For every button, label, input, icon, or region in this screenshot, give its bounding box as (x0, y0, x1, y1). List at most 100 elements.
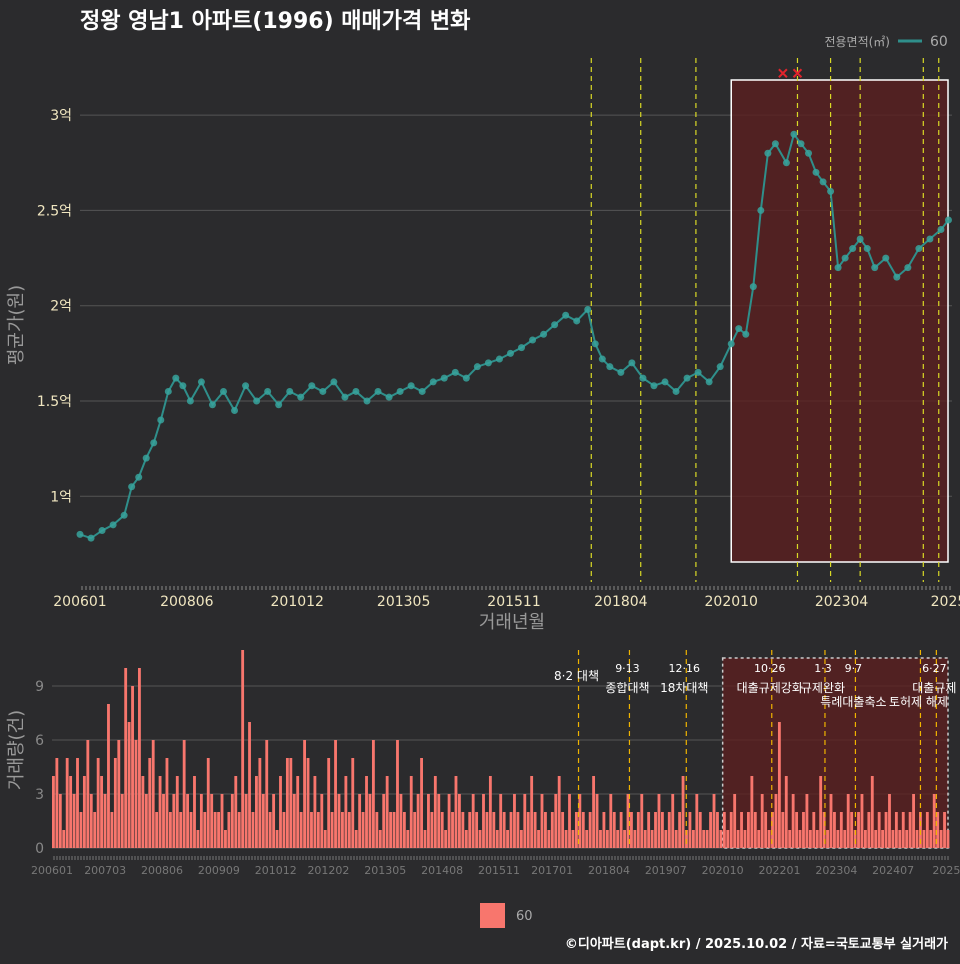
volume-bar (330, 812, 334, 848)
volume-bar (144, 794, 148, 848)
volume-bar (891, 830, 895, 848)
volume-bar (671, 794, 675, 848)
volume-bar (251, 812, 255, 848)
volume-y-axis-label: 거래량(건) (6, 710, 27, 790)
volume-bar (344, 776, 348, 848)
price-point (150, 439, 158, 447)
volume-bar (378, 830, 382, 848)
volume-bar (241, 650, 245, 848)
volume-bar (358, 794, 362, 848)
volume-bar (396, 740, 399, 848)
volume-bar (406, 830, 410, 848)
legend-label: 60 (930, 34, 948, 50)
volume-bar (341, 812, 344, 848)
price-y-tick-label: 3억 (50, 108, 72, 124)
price-point (164, 387, 172, 395)
volume-bar (826, 830, 829, 848)
price-point (639, 374, 647, 382)
volume-bar (894, 812, 898, 848)
volume-bar (237, 812, 241, 848)
max-marker-stroke (778, 68, 788, 78)
volume-x-tick-label: 201305 (364, 864, 406, 877)
volume-y-tick-label: 3 (35, 787, 44, 803)
price-point (540, 330, 548, 338)
volume-bar (399, 794, 403, 848)
volume-bar (131, 686, 134, 848)
price-point (197, 378, 205, 386)
price-point (451, 368, 459, 376)
volume-bar (922, 830, 926, 848)
volume-bar (774, 794, 778, 848)
volume-bar (162, 794, 165, 848)
volume-bar (485, 812, 489, 848)
price-chart: 1억 1.5억 2억 2.5억 3억 200601 200806 201012 201305 20… (37, 58, 960, 610)
volume-bar (698, 812, 702, 848)
price-point (742, 330, 750, 338)
volume-bar (574, 812, 578, 848)
price-point (264, 387, 272, 395)
volume-bar (389, 812, 393, 848)
volume-bar (244, 794, 248, 848)
volume-bar (550, 812, 554, 848)
volume-bar (193, 776, 196, 848)
volume-bar (141, 776, 145, 848)
price-y-tick-label: 1억 (50, 489, 72, 505)
volume-bar (564, 830, 568, 848)
legend-bar-label: 60 (516, 909, 533, 924)
volume-bar (719, 830, 723, 848)
volume-bar (678, 812, 682, 848)
volume-bar (454, 776, 458, 848)
price-x-tick-label: 201012 (271, 594, 324, 610)
volume-bar (168, 812, 172, 848)
volume-bar (592, 776, 596, 848)
volume-bar (884, 812, 888, 848)
price-point (506, 349, 514, 357)
volume-bar (516, 812, 520, 848)
policy-name-label: 대출규제강화 (737, 681, 803, 695)
volume-bar (605, 830, 609, 848)
volume-bar (230, 794, 234, 848)
price-x-tick-label: 202010 (705, 594, 758, 610)
volume-bar (433, 776, 437, 848)
price-point (363, 397, 371, 405)
volume-bar (846, 794, 850, 848)
price-point (904, 264, 912, 272)
volume-bar (303, 740, 307, 848)
volume-bar (103, 794, 107, 848)
volume-bar (365, 776, 368, 848)
volume-bar (833, 812, 836, 848)
volume-bar (936, 812, 940, 848)
volume-bar (224, 830, 227, 848)
price-point (462, 374, 470, 382)
volume-bar (602, 812, 606, 848)
price-point (819, 178, 827, 186)
max-marker (778, 68, 788, 78)
volume-bar (289, 758, 293, 848)
volume-bar (310, 812, 313, 848)
volume-bar (612, 812, 616, 848)
price-point (98, 527, 106, 535)
volume-x-tick-label: 200601 (31, 864, 73, 877)
volume-bar (172, 794, 176, 848)
volume-bar (117, 740, 121, 848)
volume-bar (275, 830, 279, 848)
volume-bar (502, 812, 506, 848)
price-point (834, 264, 842, 272)
price-point (771, 140, 779, 148)
price-point (109, 521, 117, 529)
volume-bar (203, 812, 207, 848)
price-point (120, 511, 128, 519)
volume-bar (760, 794, 764, 848)
volume-bar (688, 812, 692, 848)
policy-date-label: 9·7 (845, 662, 863, 675)
volume-bar (76, 758, 79, 848)
price-point (805, 149, 813, 157)
volume-bar (320, 794, 324, 848)
legend-title: 전용면적(㎡) (824, 35, 890, 49)
volume-bar (58, 794, 62, 848)
volume-y-tick-label: 6 (35, 733, 44, 749)
policy-name-label: 토허제 해제 (889, 695, 948, 709)
volume-x-tick-label: 201511 (478, 864, 520, 877)
volume-bar (640, 794, 644, 848)
